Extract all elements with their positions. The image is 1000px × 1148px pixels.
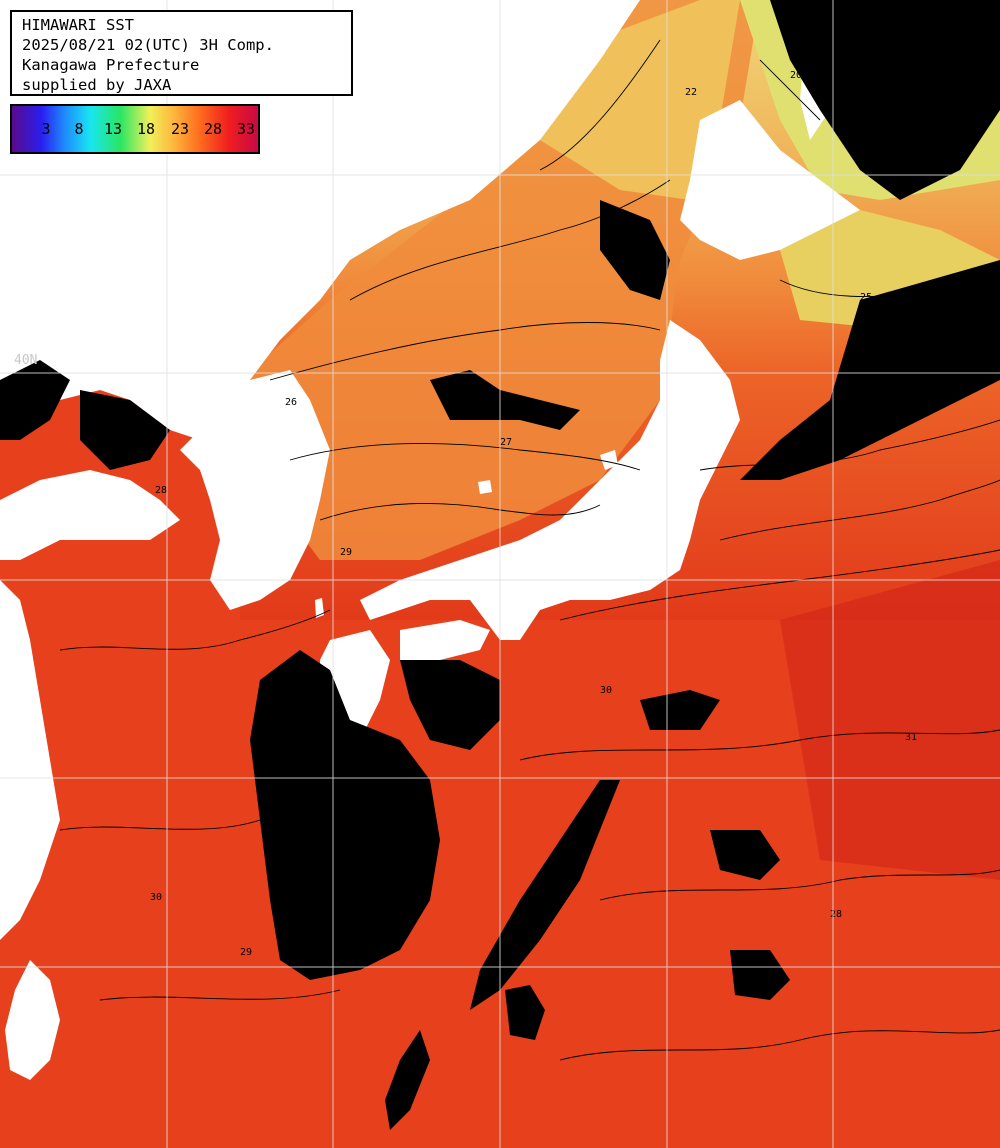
contour-line <box>289 443 641 471</box>
land-sado <box>600 450 618 470</box>
cloud-west-kyushu <box>250 650 440 980</box>
cloud-bohai <box>0 360 70 440</box>
contour-line <box>59 819 261 831</box>
legend-label: 23 <box>170 120 190 138</box>
sea-north-cool <box>540 0 740 200</box>
color-scale-legend: 3 8 13 18 23 28 33 <box>10 104 260 154</box>
land-taiwan <box>5 960 60 1080</box>
land-shikoku <box>400 620 490 660</box>
map-title: HIMAWARI SST <box>22 16 134 34</box>
contour-line <box>719 479 1000 541</box>
sea-hottest-east <box>780 560 1000 880</box>
contour-line <box>539 39 661 171</box>
legend-label: 33 <box>236 120 256 138</box>
contour-label: 27 <box>500 437 512 448</box>
legend-labels: 3 8 13 18 23 28 33 <box>12 120 258 140</box>
legend-label: 18 <box>136 120 156 138</box>
contour-label: 25 <box>860 292 872 303</box>
cloud-band-central <box>470 780 620 1010</box>
legend-label: 3 <box>41 120 51 138</box>
cloud-south-streak <box>385 1030 430 1130</box>
cloud-north-pacific <box>740 260 1000 480</box>
land-tsushima <box>315 598 324 618</box>
contour-label: 26 <box>285 397 297 408</box>
cloud-pacific-blob-2 <box>730 950 790 1000</box>
legend-label: 8 <box>74 120 84 138</box>
contour-line <box>59 609 331 651</box>
cloud-north-manchuria <box>770 0 1000 200</box>
land-shandong <box>0 470 180 560</box>
contour-label: 22 <box>685 87 697 98</box>
contour-line <box>759 59 821 121</box>
cloud-korea-west <box>80 390 170 470</box>
contour-line <box>699 419 1000 471</box>
cloud-sea-of-japan-1 <box>430 370 580 430</box>
contour-label: 29 <box>340 547 352 558</box>
cloud-pacific-blob-3 <box>505 985 545 1040</box>
contour-line <box>559 1029 1000 1061</box>
contour-label: 28 <box>830 909 842 920</box>
contour-label: 29 <box>240 947 252 958</box>
map-region: Kanagawa Prefecture <box>22 56 200 74</box>
cloud-sea-of-japan-2 <box>600 200 670 300</box>
contour-labels: 20 22 25 26 27 28 29 30 31 28 29 30 <box>150 70 917 958</box>
contour-line <box>349 179 671 301</box>
cloud-pacific-blob-4 <box>710 830 780 880</box>
contour-label: 28 <box>155 485 167 496</box>
map-datetime: 2025/08/21 02(UTC) 3H Comp. <box>22 36 274 54</box>
land-honshu <box>360 320 740 640</box>
land-china-coast <box>0 580 60 940</box>
contour-line <box>269 322 661 381</box>
contour-line <box>519 729 1000 761</box>
cloud-shikoku-south <box>400 660 500 750</box>
latitude-label-40n: 40N <box>14 353 38 368</box>
contour-label: 20 <box>790 70 802 81</box>
legend-label: 13 <box>103 120 123 138</box>
info-box: HIMAWARI SST 2025/08/21 02(UTC) 3H Comp.… <box>10 10 353 96</box>
contour-line <box>779 274 1000 297</box>
land-korea <box>180 370 330 610</box>
contour-line <box>99 989 341 1001</box>
land-oki <box>478 480 492 494</box>
contour-label: 31 <box>905 732 917 743</box>
cloud-pacific-blob-1 <box>640 690 720 730</box>
map-credit: supplied by JAXA <box>22 76 172 94</box>
land-hokkaido <box>680 100 860 260</box>
contour-label: 30 <box>150 892 162 903</box>
contour-label: 30 <box>600 685 612 696</box>
contour-line <box>319 502 601 521</box>
legend-label: 28 <box>203 120 223 138</box>
